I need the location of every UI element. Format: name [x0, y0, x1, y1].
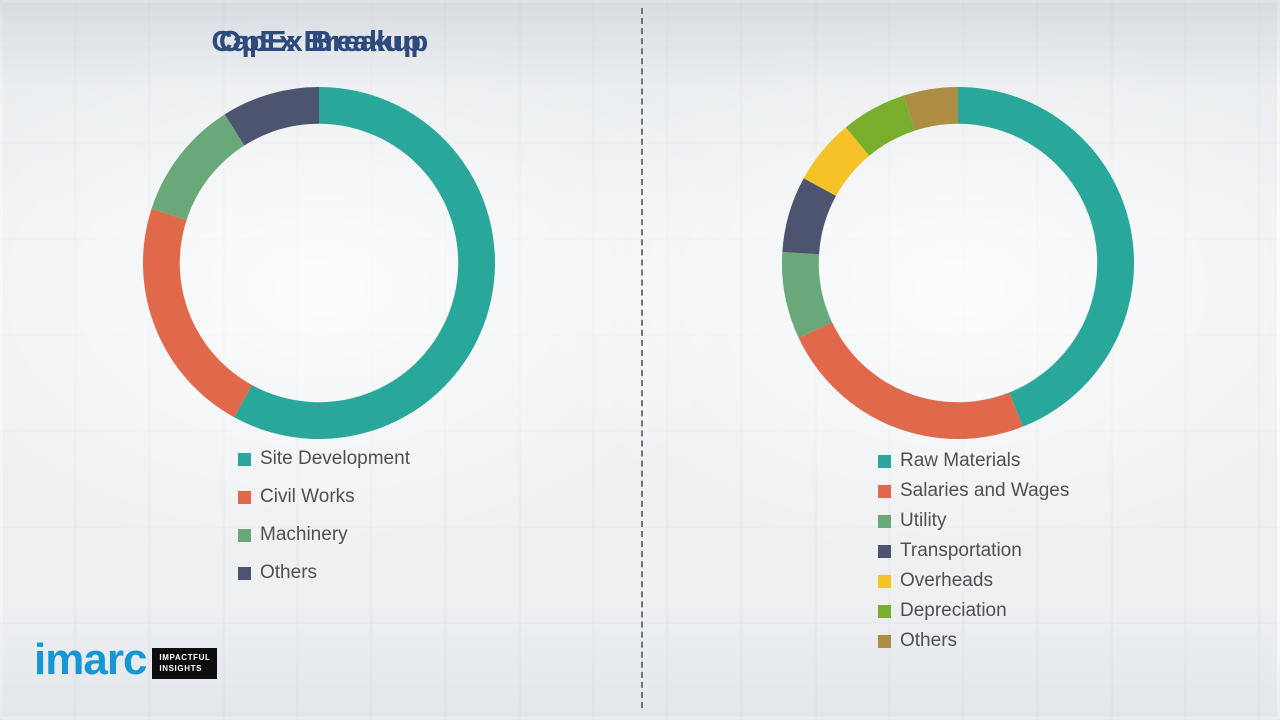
legend-item-others: Others — [238, 562, 410, 584]
legend-item-site-development: Site Development — [238, 448, 410, 470]
legend-label: Others — [900, 630, 958, 651]
legend-item-transportation: Transportation — [878, 540, 1069, 562]
imarc-logo-text: imarc — [34, 635, 147, 684]
donut-slice-site-development — [234, 86, 496, 440]
donut-slice-transportation — [782, 178, 837, 255]
legend-swatch — [238, 566, 251, 580]
legend-swatch — [878, 484, 891, 498]
donut-slice-others — [224, 86, 319, 146]
legend-label: Machinery — [260, 524, 348, 545]
legend-label: Utility — [900, 510, 947, 531]
legend-item-overheads: Overheads — [878, 570, 1069, 592]
legend-swatch — [238, 528, 251, 542]
donut-slice-depreciation — [845, 95, 915, 156]
legend-item-raw-materials: Raw Materials — [878, 450, 1069, 472]
donut-slice-others — [903, 86, 958, 131]
legend-swatch — [878, 454, 891, 468]
imarc-logo: imarc IMPACTFUL INSIGHTS — [34, 635, 218, 684]
legend-item-salaries-and-wages: Salaries and Wages — [878, 480, 1069, 502]
donut-slice-machinery — [151, 114, 245, 220]
opex-chart-title: OpEx Breakup — [218, 26, 422, 58]
capex-legend: Site Development Civil Works Machinery Othe… — [238, 448, 410, 600]
tagline-line-1: IMPACTFUL — [159, 653, 211, 663]
tagline-line-2: INSIGHTS — [159, 663, 203, 673]
donut-slice-overheads — [803, 127, 870, 196]
donut-slice-raw-materials — [958, 86, 1135, 427]
opex-donut-chart — [781, 86, 1135, 440]
donut-slice-civil-works — [142, 208, 252, 418]
legend-swatch — [878, 574, 891, 588]
legend-label: Site Development — [260, 448, 410, 469]
legend-label: Raw Materials — [900, 450, 1021, 471]
legend-swatch — [878, 514, 891, 528]
opex-legend: Raw Materials Salaries and Wages Utility Tr… — [878, 450, 1069, 660]
legend-label: Others — [260, 562, 318, 583]
donut-slice-salaries-and-wages — [798, 322, 1023, 440]
imarc-tagline-box: IMPACTFUL INSIGHTS — [152, 648, 218, 679]
capex-donut-chart — [142, 86, 496, 440]
dashed-divider-line — [641, 8, 643, 708]
legend-item-depreciation: Depreciation — [878, 600, 1069, 622]
legend-swatch — [878, 604, 891, 618]
legend-label: Overheads — [900, 570, 993, 591]
legend-label: Civil Works — [260, 486, 355, 507]
legend-item-civil-works: Civil Works — [238, 486, 410, 508]
capex-chart-title: CapEx Breakup — [211, 26, 429, 58]
legend-label: Depreciation — [900, 600, 1007, 621]
legend-swatch — [878, 634, 891, 648]
legend-item-others: Others — [878, 630, 1069, 652]
legend-swatch — [238, 452, 251, 466]
donut-slice-utility — [781, 251, 833, 338]
legend-item-utility: Utility — [878, 510, 1069, 532]
legend-swatch — [238, 490, 251, 504]
legend-label: Salaries and Wages — [900, 480, 1070, 501]
legend-swatch — [878, 544, 891, 558]
legend-label: Transportation — [900, 540, 1022, 561]
legend-item-machinery: Machinery — [238, 524, 410, 546]
